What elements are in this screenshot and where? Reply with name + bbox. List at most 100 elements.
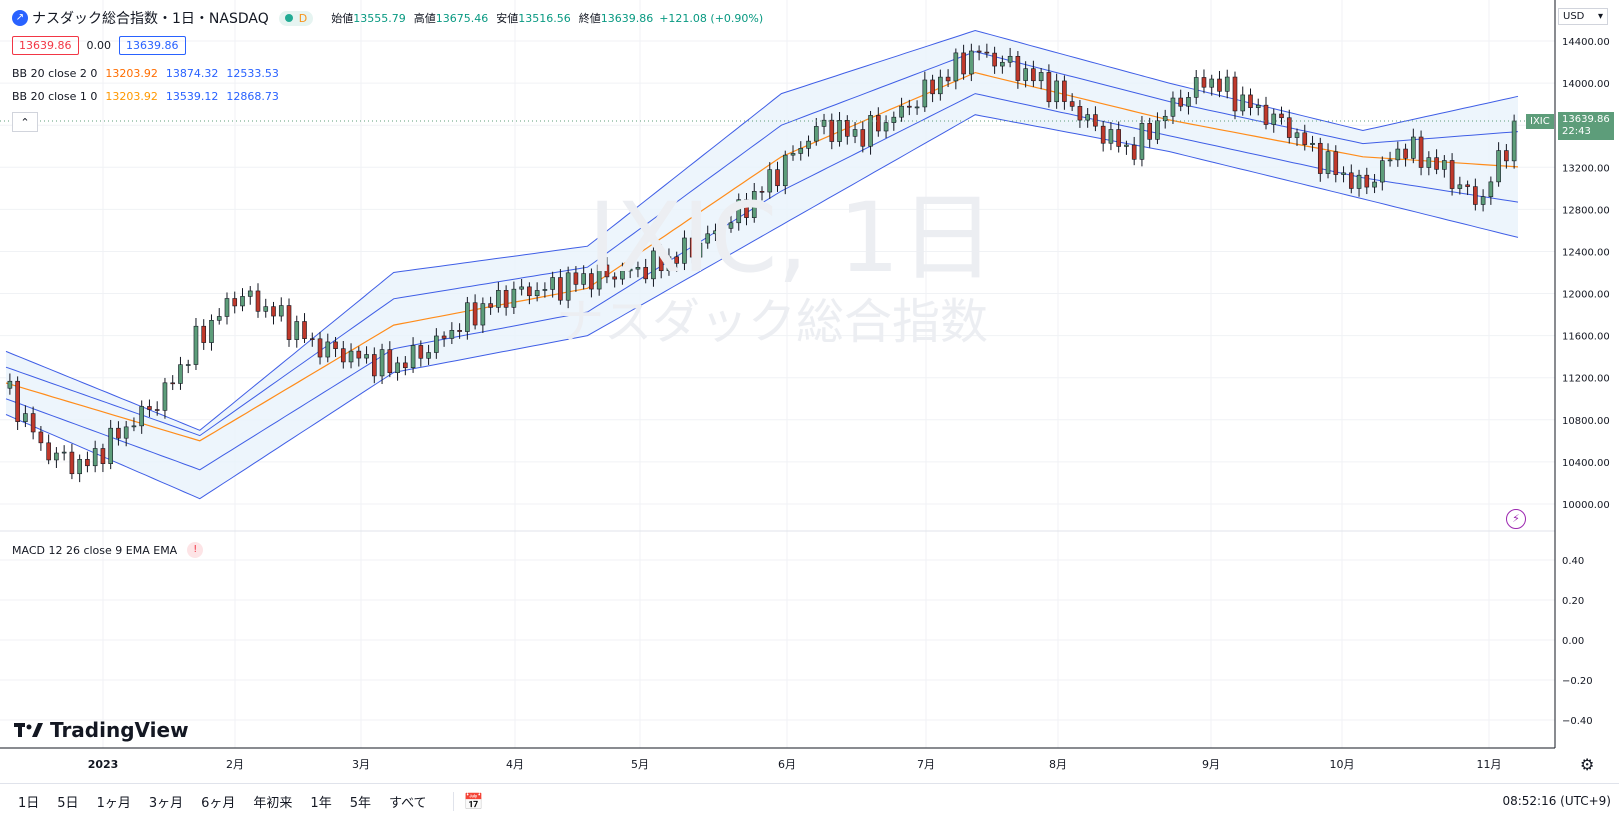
candle-body (868, 115, 873, 147)
timeframe-button[interactable]: 1年 (310, 796, 332, 811)
candle-body (1147, 123, 1152, 140)
candle-body (1201, 77, 1207, 88)
candle-body (705, 233, 711, 244)
ask-price-button[interactable]: 13639.86 (119, 36, 186, 55)
gear-icon[interactable]: ⚙ (1580, 755, 1595, 774)
clock-display[interactable]: 08:52:16 (UTC+9) (1502, 794, 1611, 808)
candle-body (860, 129, 866, 147)
macd-label: MACD 12 26 close 9 EMA EMA (12, 543, 178, 557)
candle-body (689, 237, 695, 258)
macd-tick-label: −0.20 (1562, 676, 1593, 687)
macd-tick-label: 0.00 (1562, 636, 1584, 647)
candle-body (1372, 181, 1377, 188)
candle-body (651, 250, 656, 280)
candle-body (92, 448, 98, 467)
candle-body (767, 169, 773, 193)
macd-legend[interactable]: MACD 12 26 close 9 EMA EMA ! (12, 542, 204, 558)
candle-body (348, 350, 354, 363)
market-status-badge[interactable]: D (278, 10, 314, 26)
candle-body (821, 119, 827, 127)
candle-body (1209, 78, 1215, 88)
timeframe-button[interactable]: 5日 (57, 796, 79, 811)
candle-body (1124, 144, 1129, 147)
candle-body (1411, 136, 1416, 159)
candle-body (844, 120, 850, 137)
candle-body (1302, 132, 1308, 145)
candle-body (1434, 157, 1439, 170)
timeframe-buttons: 1日 5日 1ヶ月 3ヶ月 6ヶ月 年初来 1年 5年 すべて (0, 790, 431, 813)
candle-body (1108, 129, 1114, 144)
symbol-title[interactable]: ナスダック総合指数・1日・NASDAQ (32, 11, 269, 27)
candle-body (1465, 184, 1470, 187)
candle-body (658, 250, 664, 272)
candle-body (612, 276, 617, 280)
candle-body (1217, 78, 1222, 92)
time-tick-label: 2月 (226, 758, 244, 771)
candle-body (232, 298, 238, 307)
candle-body (1062, 80, 1067, 102)
candle-body (565, 272, 571, 301)
candle-body (1286, 117, 1292, 138)
candle-body (503, 290, 509, 308)
candle-body (1496, 150, 1501, 183)
candle-body (154, 409, 160, 411)
timeframe-button[interactable]: すべて (388, 796, 427, 811)
calendar-icon[interactable]: 📅 (452, 792, 483, 811)
currency-label: USD (1563, 11, 1585, 22)
candle-body (604, 264, 610, 278)
candle-body (720, 228, 726, 232)
lightning-icon[interactable]: ⚡ (1506, 509, 1526, 529)
timeframe-button[interactable]: 5年 (349, 796, 371, 811)
candle-body (1418, 136, 1424, 168)
timeframe-button[interactable]: 1ヶ月 (96, 796, 131, 811)
timeframe-button[interactable]: 6ヶ月 (201, 796, 236, 811)
bb-2-legend[interactable]: BB 20 close 2 0 13203.92 13874.32 12533.… (12, 67, 279, 80)
candle-body (201, 325, 207, 343)
candle-body (558, 277, 563, 301)
candle-body (1403, 148, 1408, 159)
candle-body (682, 237, 687, 264)
candle-body (891, 116, 897, 123)
candle-body (54, 452, 59, 461)
candle-body (1333, 151, 1339, 175)
candle-body (1380, 160, 1385, 183)
candle-body (1442, 160, 1447, 170)
bb-2-label: BB 20 close 2 0 (12, 67, 98, 80)
timeframe-button[interactable]: 年初来 (253, 796, 293, 811)
candle-body (1457, 184, 1463, 189)
tradingview-logo[interactable]: TradingView (14, 718, 189, 742)
candle-body (1232, 76, 1238, 112)
candle-body (1240, 94, 1246, 112)
candle-body (1193, 77, 1199, 98)
collapse-legend-button[interactable]: ⌃ (12, 112, 38, 132)
timeframe-button[interactable]: 3ヶ月 (148, 796, 184, 811)
candle-body (674, 256, 680, 264)
candle-body (30, 413, 36, 433)
macd-alert-icon[interactable]: ! (187, 542, 204, 558)
status-letter: D (298, 11, 308, 25)
candle-body (938, 76, 943, 95)
symbol-logo-icon: ↗ (12, 10, 28, 26)
candle-body (1224, 76, 1230, 92)
candle-body (147, 406, 152, 410)
candle-body (488, 303, 493, 308)
candle-body (1046, 72, 1052, 103)
bid-price-button[interactable]: 13639.86 (12, 36, 79, 55)
bb-1-legend[interactable]: BB 20 close 1 0 13203.92 13539.12 12868.… (12, 90, 279, 103)
macd-tick-label: 0.40 (1562, 556, 1584, 567)
high-value: 13675.46 (435, 11, 489, 25)
bb-2-upper: 13874.32 (165, 67, 219, 80)
candle-body (930, 79, 935, 95)
candle-body (1186, 97, 1191, 107)
candle-body (1356, 174, 1362, 189)
last-price-tag: 13639.86 22:43 (1558, 112, 1614, 140)
candle-body (325, 341, 331, 358)
candle-body (1100, 125, 1106, 144)
timeframe-button[interactable]: 1日 (18, 796, 40, 811)
close-label: 終値 (578, 12, 601, 25)
currency-selector[interactable]: USD ▾ (1558, 8, 1608, 25)
close-value: 13639.86 (600, 11, 654, 25)
candle-body (7, 380, 13, 389)
candle-body (395, 362, 400, 374)
